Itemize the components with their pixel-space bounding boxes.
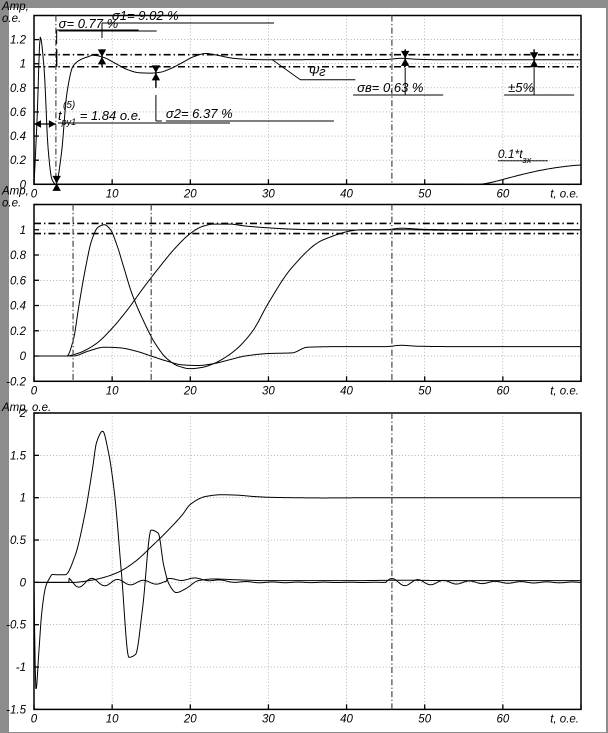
svg-text:Amp,: Amp, [1, 1, 29, 13]
svg-text:0.2: 0.2 [10, 326, 27, 338]
svg-text:40: 40 [340, 188, 353, 200]
svg-text:1.5: 1.5 [10, 450, 27, 462]
svg-text:Ψг: Ψг [308, 64, 326, 79]
svg-text:0: 0 [31, 713, 38, 725]
svg-text:40: 40 [340, 385, 353, 397]
svg-text:50: 50 [418, 385, 431, 397]
svg-text:t, o.e.: t, o.e. [550, 713, 579, 725]
svg-text:60: 60 [496, 188, 509, 200]
svg-text:-1: -1 [16, 662, 26, 674]
svg-text:-0.5: -0.5 [6, 620, 26, 632]
svg-text:t, o.e.: t, o.e. [550, 385, 579, 397]
svg-text:σ1= 9.02 %: σ1= 9.02 % [112, 8, 179, 23]
svg-text:40: 40 [340, 713, 353, 725]
svg-text:1: 1 [20, 225, 26, 237]
svg-text:10: 10 [106, 713, 119, 725]
svg-text:o.e.: o.e. [2, 13, 21, 25]
svg-text:1: 1 [20, 59, 26, 71]
svg-text:0.6: 0.6 [10, 275, 27, 287]
svg-text:0.4: 0.4 [10, 131, 26, 143]
svg-text:50: 50 [418, 713, 431, 725]
svg-text:0.2: 0.2 [10, 155, 27, 167]
svg-text:1: 1 [20, 493, 26, 505]
svg-text:-0.2: -0.2 [6, 376, 26, 388]
svg-text:t, o.e.: t, o.e. [550, 188, 579, 200]
svg-text:0.8: 0.8 [10, 83, 27, 95]
svg-text:20: 20 [183, 385, 197, 397]
svg-text:20: 20 [183, 713, 197, 725]
svg-text:0.1*tзх: 0.1*tзх [498, 147, 532, 165]
svg-text:0: 0 [20, 577, 27, 589]
svg-text:20: 20 [183, 188, 197, 200]
svg-text:60: 60 [496, 385, 509, 397]
svg-text:0.5: 0.5 [10, 535, 27, 547]
svg-text:30: 30 [262, 188, 275, 200]
svg-text:50: 50 [418, 188, 431, 200]
svg-text:σ2= 6.37 %: σ2= 6.37 % [166, 106, 233, 121]
svg-text:(5): (5) [63, 100, 75, 111]
svg-text:0.4: 0.4 [10, 301, 26, 313]
svg-text:-1.5: -1.5 [6, 704, 26, 716]
svg-text:σв= 0.63 %: σв= 0.63 % [357, 80, 423, 95]
svg-text:0.6: 0.6 [10, 107, 27, 119]
svg-text:Amp,: Amp, [1, 186, 29, 198]
svg-text:30: 30 [262, 713, 275, 725]
svg-text:10: 10 [106, 188, 119, 200]
svg-text:60: 60 [496, 713, 509, 725]
svg-text:0: 0 [31, 385, 38, 397]
svg-text:0: 0 [31, 188, 38, 200]
svg-text:10: 10 [106, 385, 119, 397]
svg-text:±5%: ±5% [508, 80, 534, 95]
svg-text:Amp, o.e.: Amp, o.e. [1, 402, 51, 414]
svg-text:o.e.: o.e. [2, 198, 21, 210]
svg-text:0.8: 0.8 [10, 250, 27, 262]
svg-text:0: 0 [20, 351, 27, 363]
svg-text:1.2: 1.2 [10, 35, 27, 47]
svg-text:30: 30 [262, 385, 275, 397]
